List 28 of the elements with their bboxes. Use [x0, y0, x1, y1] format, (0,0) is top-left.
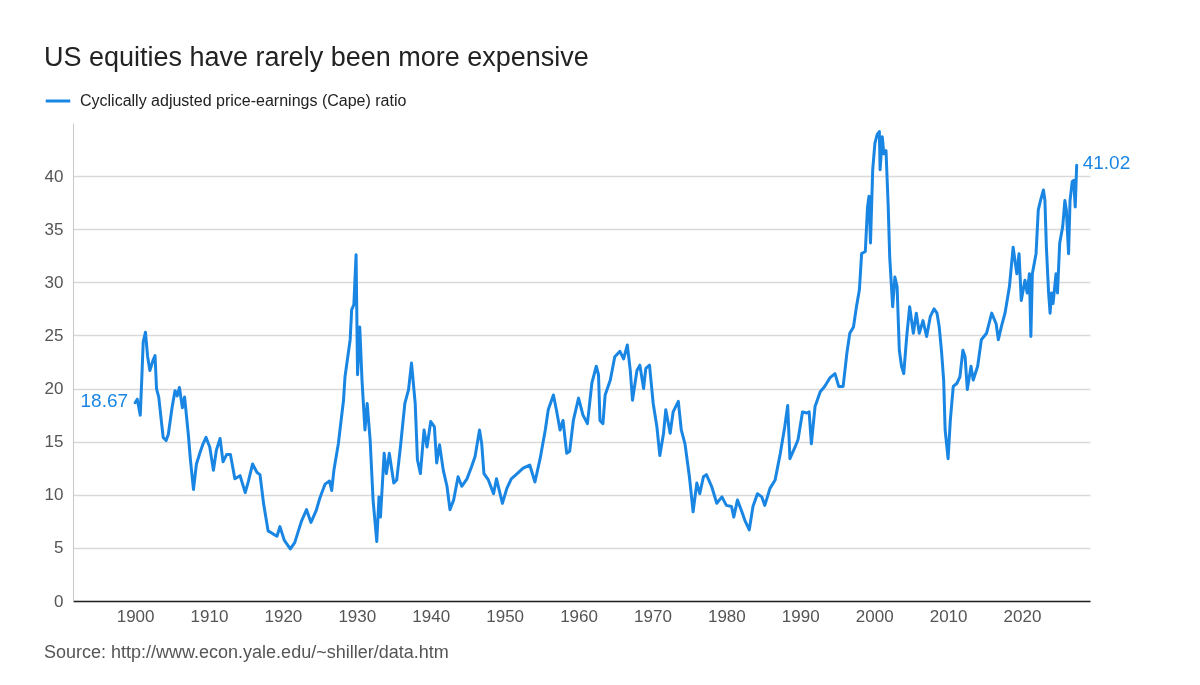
y-tick-label: 15	[44, 432, 64, 452]
y-tick-label: 35	[44, 219, 64, 239]
annotation: 41.02	[1082, 152, 1131, 174]
legend-label: Cyclically adjusted price-earnings (Cape) ratio	[80, 92, 407, 109]
y-tick-label: 0	[54, 591, 64, 611]
x-tick-label: 1920	[264, 606, 303, 626]
x-tick-label: 1940	[412, 606, 451, 626]
x-tick-label: 2000	[855, 606, 894, 626]
x-tick-label: 1970	[634, 606, 672, 626]
y-tick-label: 30	[44, 272, 64, 292]
x-tick-label: 1910	[190, 606, 229, 626]
x-tick-label: 1960	[560, 606, 598, 626]
x-tick-label: 1930	[338, 606, 377, 626]
y-tick-label: 5	[54, 538, 64, 558]
y-tick-label: 10	[44, 485, 64, 505]
x-tick-label: 1950	[486, 606, 525, 626]
x-tick-label: 1900	[116, 606, 155, 626]
annotation: 18.67	[80, 389, 129, 411]
chart-title: US equities have rarely been more expensive	[44, 42, 589, 72]
line-series	[133, 130, 1079, 551]
x-tick-label: 2010	[929, 606, 968, 626]
y-tick-label: 20	[44, 379, 64, 399]
x-tick-label: 1990	[781, 606, 820, 626]
y-tick-label: 40	[44, 166, 64, 186]
x-tick-label: 1980	[707, 606, 746, 626]
y-tick-label: 25	[44, 325, 64, 345]
x-tick-label: 2020	[1003, 606, 1042, 626]
source-note: Source: http://www.econ.yale.edu/~shiller/data.htm	[44, 642, 449, 662]
